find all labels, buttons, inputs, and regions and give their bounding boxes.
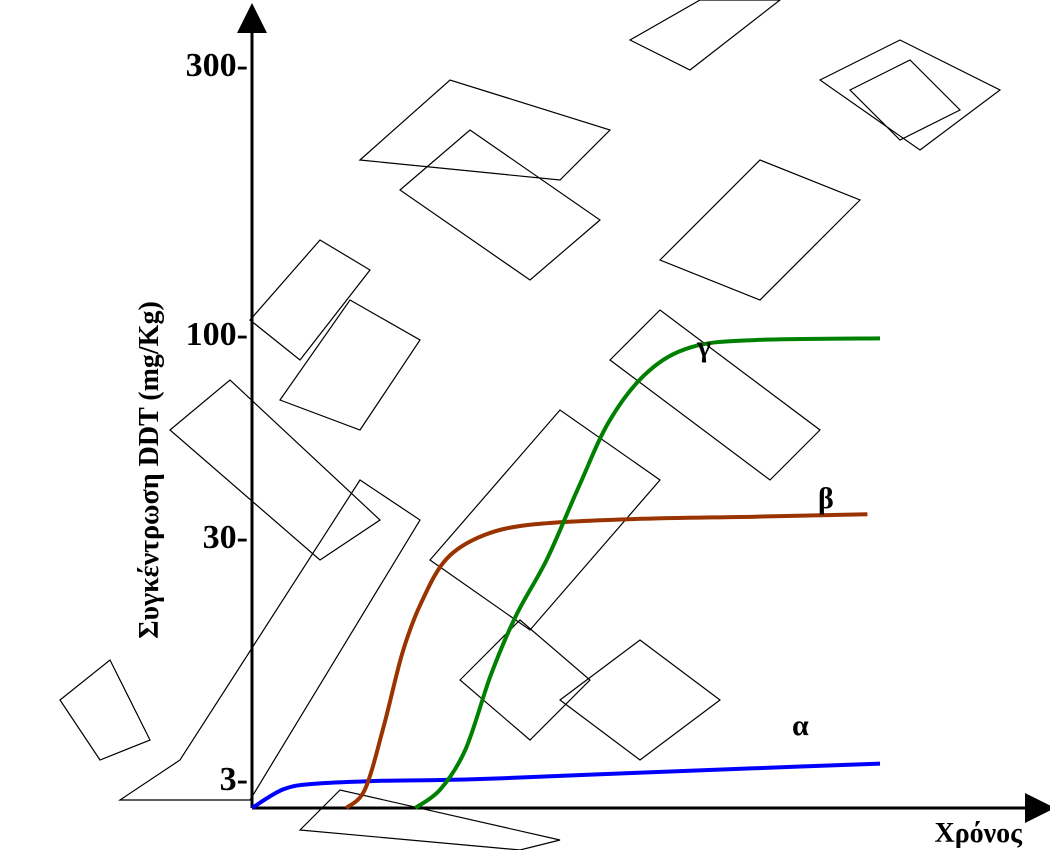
y-axis-label: Συγκέντρωση DDT (mg/Kg) [134, 301, 165, 639]
series-gamma-line [414, 336, 881, 810]
y-tick-3: 3- [220, 761, 248, 798]
y-tick-30: 30- [203, 519, 248, 556]
series-beta-line [344, 512, 868, 810]
series-alpha-label: α [792, 709, 809, 742]
series-gamma-label: γ [696, 330, 711, 363]
watermark [59, 0, 1002, 850]
x-axis-label: Χρόνος [934, 818, 1023, 849]
y-tick-100: 100- [186, 316, 248, 353]
y-tick-300: 300- [186, 47, 248, 84]
series-alpha-line [250, 761, 881, 810]
series-beta-label: β [818, 482, 834, 515]
